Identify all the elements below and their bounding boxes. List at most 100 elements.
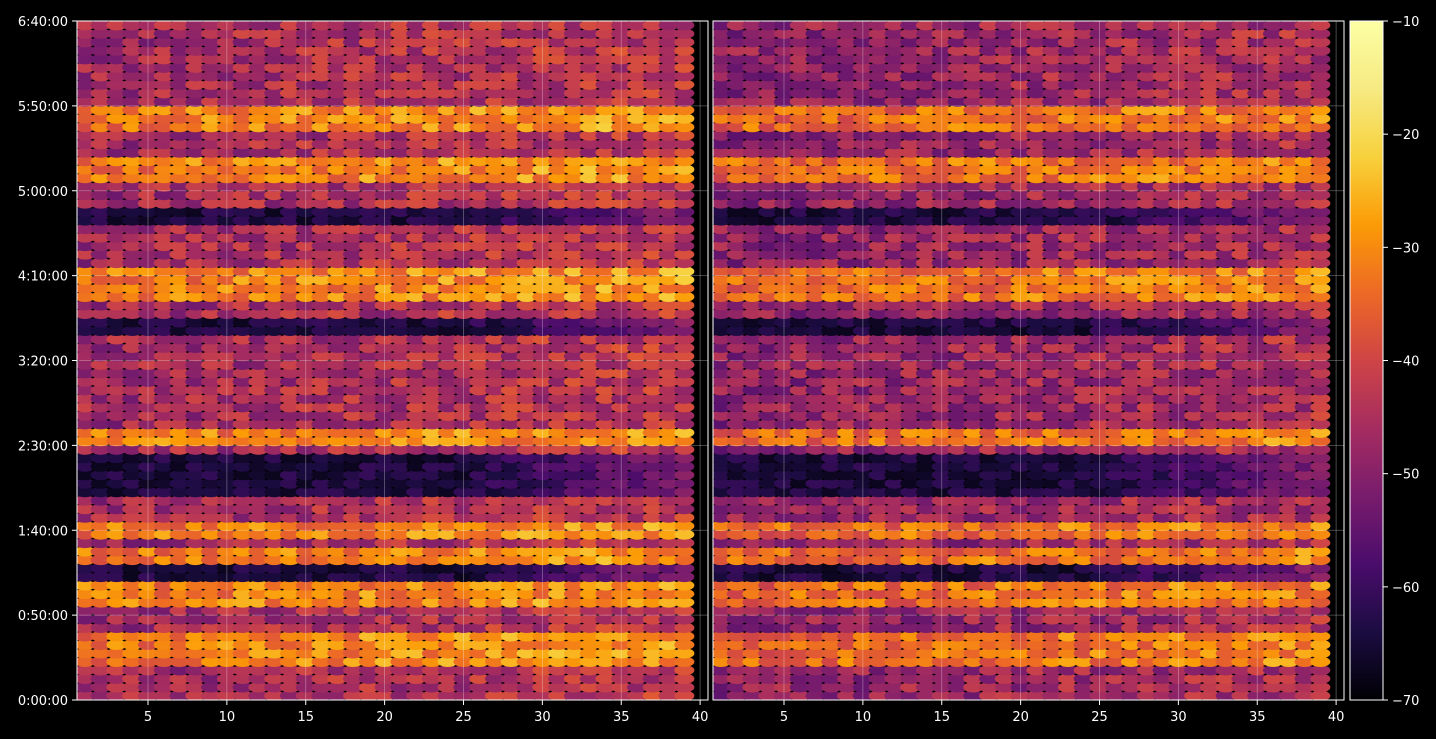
heatmap-cell: [579, 622, 600, 634]
heatmap-cell: [674, 605, 695, 617]
heatmap-cell: [264, 444, 285, 455]
heatmap-cell: [421, 478, 442, 489]
heatmap-cell: [106, 580, 127, 591]
heatmap-cell: [994, 614, 1015, 625]
heatmap-cell: [642, 469, 663, 481]
heatmap-cell: [90, 138, 111, 150]
heatmap-cell: [548, 385, 569, 396]
heatmap-cell: [611, 665, 632, 676]
heatmap-cell: [122, 181, 143, 192]
heatmap-cell: [500, 452, 521, 464]
heatmap-cell: [1278, 614, 1299, 625]
heatmap-cell: [579, 215, 600, 226]
heatmap-cell: [216, 62, 237, 73]
heatmap-cell: [868, 605, 889, 617]
heatmap-cell: [327, 79, 348, 90]
heatmap-cell: [406, 240, 427, 252]
heatmap-cell: [279, 28, 300, 39]
heatmap-cell: [713, 571, 731, 583]
heatmap-cell: [1105, 571, 1126, 583]
heatmap-cell: [658, 682, 679, 693]
heatmap-cell: [295, 622, 316, 634]
heatmap-cell: [248, 554, 269, 566]
heatmap-cell: [658, 520, 679, 532]
heatmap-cell: [626, 690, 648, 700]
heatmap-cell: [1215, 665, 1236, 676]
heatmap-cell: [90, 351, 111, 362]
heatmap-cell: [264, 563, 285, 574]
heatmap-cell: [437, 96, 458, 107]
heatmap-cell: [1010, 580, 1031, 591]
heatmap-cell: [579, 274, 600, 286]
heatmap-cell: [563, 181, 584, 192]
heatmap-cell: [106, 486, 127, 498]
heatmap-cell: [185, 495, 206, 506]
heatmap-cell: [979, 665, 1000, 676]
heatmap-cell: [579, 385, 600, 396]
heatmap-cell: [311, 614, 332, 625]
heatmap-cell: [595, 359, 616, 370]
heatmap-cell: [122, 28, 143, 39]
heatmap-cell: [548, 478, 569, 489]
heatmap-cell: [201, 520, 222, 532]
heatmap-cell: [658, 334, 679, 345]
heatmap-cell: [1199, 614, 1220, 625]
heatmap-cell: [1215, 546, 1236, 557]
heatmap-cell: [485, 418, 506, 430]
heatmap-cell: [642, 62, 663, 73]
heatmap-cell: [595, 563, 616, 574]
heatmap-cell: [453, 605, 474, 617]
heatmap-cell: [137, 690, 159, 700]
heatmap-cell: [421, 232, 442, 243]
heatmap-cell: [500, 240, 521, 252]
heatmap-cell: [642, 104, 663, 116]
heatmap-cell: [611, 240, 632, 252]
heatmap-cell: [248, 223, 269, 235]
heatmap-cell: [77, 665, 95, 676]
heatmap-cell: [1136, 648, 1157, 659]
heatmap-cell: [500, 385, 521, 396]
heatmap-cell: [279, 172, 300, 184]
heatmap-cell: [642, 682, 663, 693]
heatmap-cell: [437, 334, 458, 345]
heatmap-cell: [658, 198, 679, 209]
heatmap-cell: [421, 368, 442, 379]
heatmap-cell: [642, 155, 663, 167]
heatmap-cell: [1026, 631, 1047, 642]
heatmap-cell: [658, 215, 679, 226]
heatmap-cell: [185, 215, 206, 226]
heatmap-cell: [169, 147, 190, 158]
heatmap-cell: [500, 673, 521, 684]
heatmap-cell: [805, 622, 826, 634]
heatmap-cell: [453, 444, 474, 455]
heatmap-cell: [216, 172, 237, 184]
heatmap-cell: [106, 223, 127, 235]
heatmap-cell: [485, 469, 506, 481]
heatmap-cell: [216, 656, 237, 668]
heatmap-cell: [963, 690, 984, 700]
heatmap-cell: [421, 155, 442, 167]
heatmap-cell: [343, 622, 364, 634]
heatmap-cell: [642, 206, 663, 218]
heatmap-cell: [137, 631, 159, 642]
heatmap-cell: [137, 121, 159, 133]
heatmap-cell: [852, 605, 873, 617]
heatmap-cell: [994, 622, 1015, 634]
heatmap-cell: [532, 232, 553, 243]
heatmap-cell: [674, 529, 695, 540]
heatmap-cell: [390, 461, 411, 472]
heatmap-cell: [390, 546, 411, 557]
heatmap-cell: [469, 588, 490, 600]
heatmap-cell: [900, 682, 921, 693]
heatmap-cell: [485, 401, 506, 413]
heatmap-cell: [658, 452, 679, 464]
heatmap-cell: [343, 257, 364, 269]
heatmap-cell: [485, 478, 506, 489]
heatmap-cell: [453, 155, 474, 167]
heatmap-cell: [153, 673, 174, 684]
heatmap-cell: [837, 571, 858, 583]
heatmap-cell: [1121, 571, 1142, 583]
heatmap-cell: [122, 554, 143, 566]
heatmap-cell: [1073, 622, 1094, 634]
heatmap-cell: [295, 317, 316, 328]
